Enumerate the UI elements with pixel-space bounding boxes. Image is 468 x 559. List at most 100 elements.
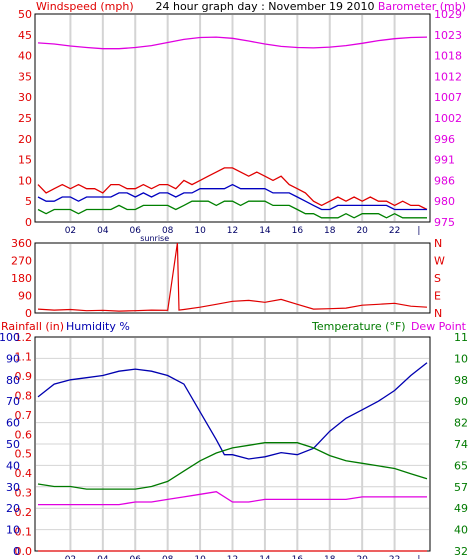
humidity-axis-title: Humidity % [66,320,130,333]
axis-tick-label: 49 [454,502,468,515]
time-tick-label: 06 [130,226,142,236]
axis-tick-label: 0.4 [15,467,33,480]
axis-tick-label: 0.2 [15,506,33,519]
time-tick-label: 18 [324,226,336,236]
axis-tick-label: 32 [454,545,468,558]
time-tick-label: 18 [324,555,336,559]
humidity-tick-label: 80 [6,374,20,387]
humidity-tick-label: 50 [6,438,20,451]
axis-tick-label: 0.1 [15,526,33,539]
humidity-tick-label: 0 [13,545,20,558]
axis-tick-label: 30 [18,91,32,104]
humidity-series-line [37,362,428,460]
time-tick-label: 20 [356,555,368,559]
axis-tick-label: 20 [18,133,32,146]
time-tick-label: 22 [389,555,400,559]
axis-tick-label: 1029 [434,8,462,21]
axis-tick-label: 0.7 [15,409,33,422]
humidity-tick-label: 60 [6,417,20,430]
humidity-tick-label: 70 [6,395,20,408]
time-tick-label: 02 [65,226,76,236]
windspeed-axis-title: Windspeed (mph) [36,0,134,13]
axis-tick-label: 45 [18,29,32,42]
axis-tick-label: 1.1 [15,350,33,363]
axis-tick-label: 180 [11,272,32,285]
humidity-temperature-panel: 0.0 0.1 0.2 0.3 0.4 0.5 0.6 0.7 0.8 0.9 1.1 1.2 0 10 2… [0,331,468,559]
axis-tick-label: 0.9 [15,370,33,383]
humidity-tick-label: 20 [6,502,20,515]
axis-tick-label: 0.3 [15,487,33,500]
axis-tick-label: 5 [25,195,32,208]
wind-direction-series-line [37,242,428,312]
axis-tick-label: N [434,237,442,250]
axis-tick-label: 1002 [434,112,462,125]
axis-tick-label: 0.6 [15,428,33,441]
time-tick-label: 16 [292,555,304,559]
wind_gust-series-line [37,167,428,211]
time-tick-label: 04 [97,555,109,559]
time-tick-label: 20 [356,226,368,236]
axis-tick-label: 986 [434,174,455,187]
time-tick-label: 08 [162,226,174,236]
humidity-tick-label: 10 [6,524,20,537]
axis-tick-label: 975 [434,216,455,229]
temperature-axis-title: Temperature (°F) [311,320,406,333]
axis-tick-label: 0 [25,307,32,320]
time-tick-label: 14 [259,226,271,236]
barometer-axis-title: Barometer (mb) [378,0,466,13]
axis-tick-label: W [434,255,445,268]
sunrise-label: sunrise [140,234,169,243]
dewpoint-axis-title: Dew Point [411,320,467,333]
axis-tick-label: 90 [454,395,468,408]
axis-tick-label: 360 [11,237,32,250]
axis-tick-label: 90 [18,290,32,303]
wind-barometer-panel: 0510152025303540455097598098699199610021… [18,8,462,243]
wind_avg-series-line [37,183,427,211]
time-tick-label: | [417,555,420,559]
axis-tick-label: 74 [454,438,468,451]
axis-tick-label: 1.2 [15,331,33,344]
axis-tick-label: 57 [454,481,468,494]
wind_low-series-line [37,200,427,219]
axis-tick-label: 35 [18,70,32,83]
axis-tick-label: 107 [454,352,468,365]
time-tick-label: 02 [65,555,76,559]
axis-tick-label: 980 [434,195,455,208]
humidity-tick-label: 100 [0,331,20,344]
humidity-tick-label: 30 [6,481,20,494]
time-tick-label: 06 [130,555,142,559]
axis-tick-label: 0.8 [15,389,33,402]
time-tick-label: 12 [227,555,238,559]
axis-tick-label: 1007 [434,91,462,104]
axis-tick-label: E [434,290,441,303]
dewpoint-series-line [38,491,427,506]
rainfall-axis-title: Rainfall (in) [1,320,64,333]
axis-tick-label: 98 [454,374,468,387]
axis-tick-label: 996 [434,133,455,146]
axis-tick-label: 15 [18,154,32,167]
axis-tick-label: 0 [25,216,32,229]
time-tick-label: 10 [194,226,206,236]
time-tick-label: 14 [259,555,271,559]
axis-tick-label: 0.5 [15,448,33,461]
temperature-series-line [37,442,428,490]
time-tick-label: 16 [292,226,304,236]
axis-tick-label: 65 [454,459,468,472]
graph-title: 24 hour graph day : November 19 2010 [155,0,374,13]
axis-tick-label: 10 [18,174,32,187]
axis-tick-label: 991 [434,154,455,167]
barometer-series-line [37,36,428,50]
axis-tick-label: 1018 [434,50,462,63]
axis-tick-label: 1023 [434,29,462,42]
axis-tick-label: S [434,272,441,285]
humidity-tick-label: 40 [6,459,20,472]
axis-tick-label: 0.0 [15,545,33,558]
time-tick-label: 12 [227,226,238,236]
axis-tick-label: 270 [11,255,32,268]
axis-tick-label: 40 [454,524,468,537]
axis-tick-label: 25 [18,112,32,125]
time-tick-label: | [417,226,420,236]
time-tick-label: 10 [194,555,206,559]
